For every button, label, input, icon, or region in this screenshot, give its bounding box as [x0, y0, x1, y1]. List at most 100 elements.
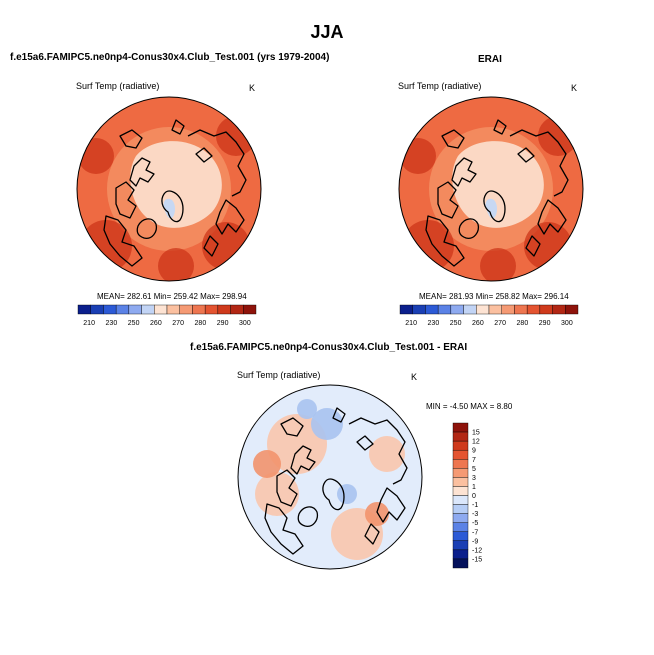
coastline — [119, 129, 143, 149]
colorbar-tick-label: 12 — [472, 439, 480, 446]
colorbar-swatch — [452, 440, 469, 451]
colorbar-swatch — [526, 304, 541, 315]
greenland-cold-region — [163, 198, 175, 219]
colorbar-swatch — [425, 304, 439, 315]
coastline — [356, 435, 374, 451]
colorbar-swatch — [452, 459, 469, 469]
greenland-cold-region — [485, 198, 497, 219]
map-fields — [399, 97, 583, 281]
anomaly-patch — [337, 484, 357, 504]
anomaly-patch — [253, 450, 281, 478]
colorbar-tick-label: 210 — [83, 320, 95, 327]
colorbar-swatch — [452, 431, 469, 442]
obs-colorbar: 210 230 250 260 270 280 290 300 — [399, 304, 579, 327]
colorbar-tick-label: 230 — [106, 320, 118, 327]
colorbar-swatch — [412, 304, 426, 315]
obs-stats: MEAN= 281.93 Min= 258.82 Max= 296.14 — [419, 292, 569, 301]
colorbar-tick-label: 270 — [494, 320, 506, 327]
anomaly-patch — [297, 399, 317, 419]
colorbar-swatch — [452, 486, 469, 496]
coastline — [187, 129, 247, 197]
colorbar-swatch — [450, 304, 464, 315]
colorbar-swatch — [452, 558, 469, 569]
colorbar-swatch — [230, 304, 244, 315]
coastline — [290, 445, 316, 475]
coastline — [129, 157, 155, 187]
coastline — [276, 469, 298, 507]
colorbar-swatch — [452, 540, 469, 551]
coastline — [458, 218, 480, 239]
colorbar-tick-label: 15 — [472, 430, 480, 437]
coastline — [437, 181, 459, 219]
coastline — [215, 199, 245, 235]
map-fields — [238, 385, 422, 569]
colorbar-tick-label: -9 — [472, 538, 478, 545]
colorbar-tick-label: 9 — [472, 448, 476, 455]
model-stats: MEAN= 282.61 Min= 259.42 Max= 298.94 — [97, 292, 247, 301]
coastline — [161, 190, 184, 223]
colorbar-swatch — [217, 304, 231, 315]
colorbar-swatch — [154, 304, 168, 315]
colorbar-swatch — [452, 531, 469, 542]
colorbar-tick-label: 230 — [428, 320, 440, 327]
colorbar-tick-label: 280 — [517, 320, 529, 327]
coastline — [103, 215, 143, 267]
colorbar-swatch — [452, 522, 469, 532]
colorbar-tick-label: 270 — [172, 320, 184, 327]
colorbar-swatch — [452, 495, 469, 505]
colorbar-swatch — [488, 304, 502, 315]
colorbar-tick-label: -1 — [472, 502, 478, 509]
colorbar-swatch — [103, 304, 117, 315]
map-border — [398, 96, 584, 282]
colorbar-swatch — [77, 304, 91, 315]
diff-panel-heading: f.e15a6.FAMIPC5.ne0np4-Conus30x4.Club_Te… — [190, 342, 468, 353]
colorbar-swatch — [552, 304, 566, 315]
colorbar-tick-label: 1 — [472, 484, 476, 491]
map-fields — [77, 97, 261, 281]
diff-units-label: K — [411, 372, 418, 382]
coastline — [537, 199, 567, 235]
hot-region — [158, 248, 194, 281]
colorbar-tick-label: 5 — [472, 466, 476, 473]
colorbar-swatch — [128, 304, 142, 315]
map-border — [76, 96, 262, 282]
coastline — [441, 129, 465, 149]
hot-region — [480, 248, 516, 281]
model-colorbar: 210 230 250 260 270 280 290 300 — [77, 304, 257, 327]
coastline — [280, 417, 304, 437]
colorbar-swatch — [539, 304, 553, 315]
obs-variable-label: Surf Temp (radiative) — [398, 81, 482, 91]
colorbar-swatch — [565, 304, 579, 315]
hot-region — [538, 116, 578, 156]
coastline — [364, 523, 380, 545]
colorbar-tick-label: 0 — [472, 493, 476, 500]
anomaly-patch — [365, 502, 389, 526]
colorbar-swatch — [399, 304, 413, 315]
coastline — [203, 235, 219, 257]
coastline — [376, 487, 406, 523]
colorbar-swatch — [452, 504, 469, 514]
diff-polar-map — [237, 384, 423, 570]
arctic-cold-region — [452, 141, 544, 228]
coastline — [332, 407, 346, 423]
colorbar-tick-label: 3 — [472, 475, 476, 482]
colorbar-tick-label: -3 — [472, 511, 478, 518]
colorbar-swatch — [90, 304, 104, 315]
coastline — [136, 218, 158, 239]
coastline — [425, 215, 465, 267]
colorbar-tick-label: 300 — [239, 320, 251, 327]
colorbar-tick-label: -5 — [472, 520, 478, 527]
coastline — [264, 503, 304, 555]
coastline — [348, 417, 408, 485]
colorbar-tick-label: 290 — [539, 320, 551, 327]
colorbar-swatch — [192, 304, 206, 315]
diff-stats: MIN = -4.50 MAX = 8.80 — [426, 402, 513, 411]
colorbar-swatch — [452, 513, 469, 523]
hot-region — [202, 222, 250, 270]
coastline — [493, 119, 507, 135]
colorbar-swatch — [476, 304, 490, 315]
hot-region — [216, 116, 256, 156]
obs-units-label: K — [571, 83, 578, 93]
hot-region — [524, 222, 572, 270]
model-units-label: K — [249, 83, 256, 93]
